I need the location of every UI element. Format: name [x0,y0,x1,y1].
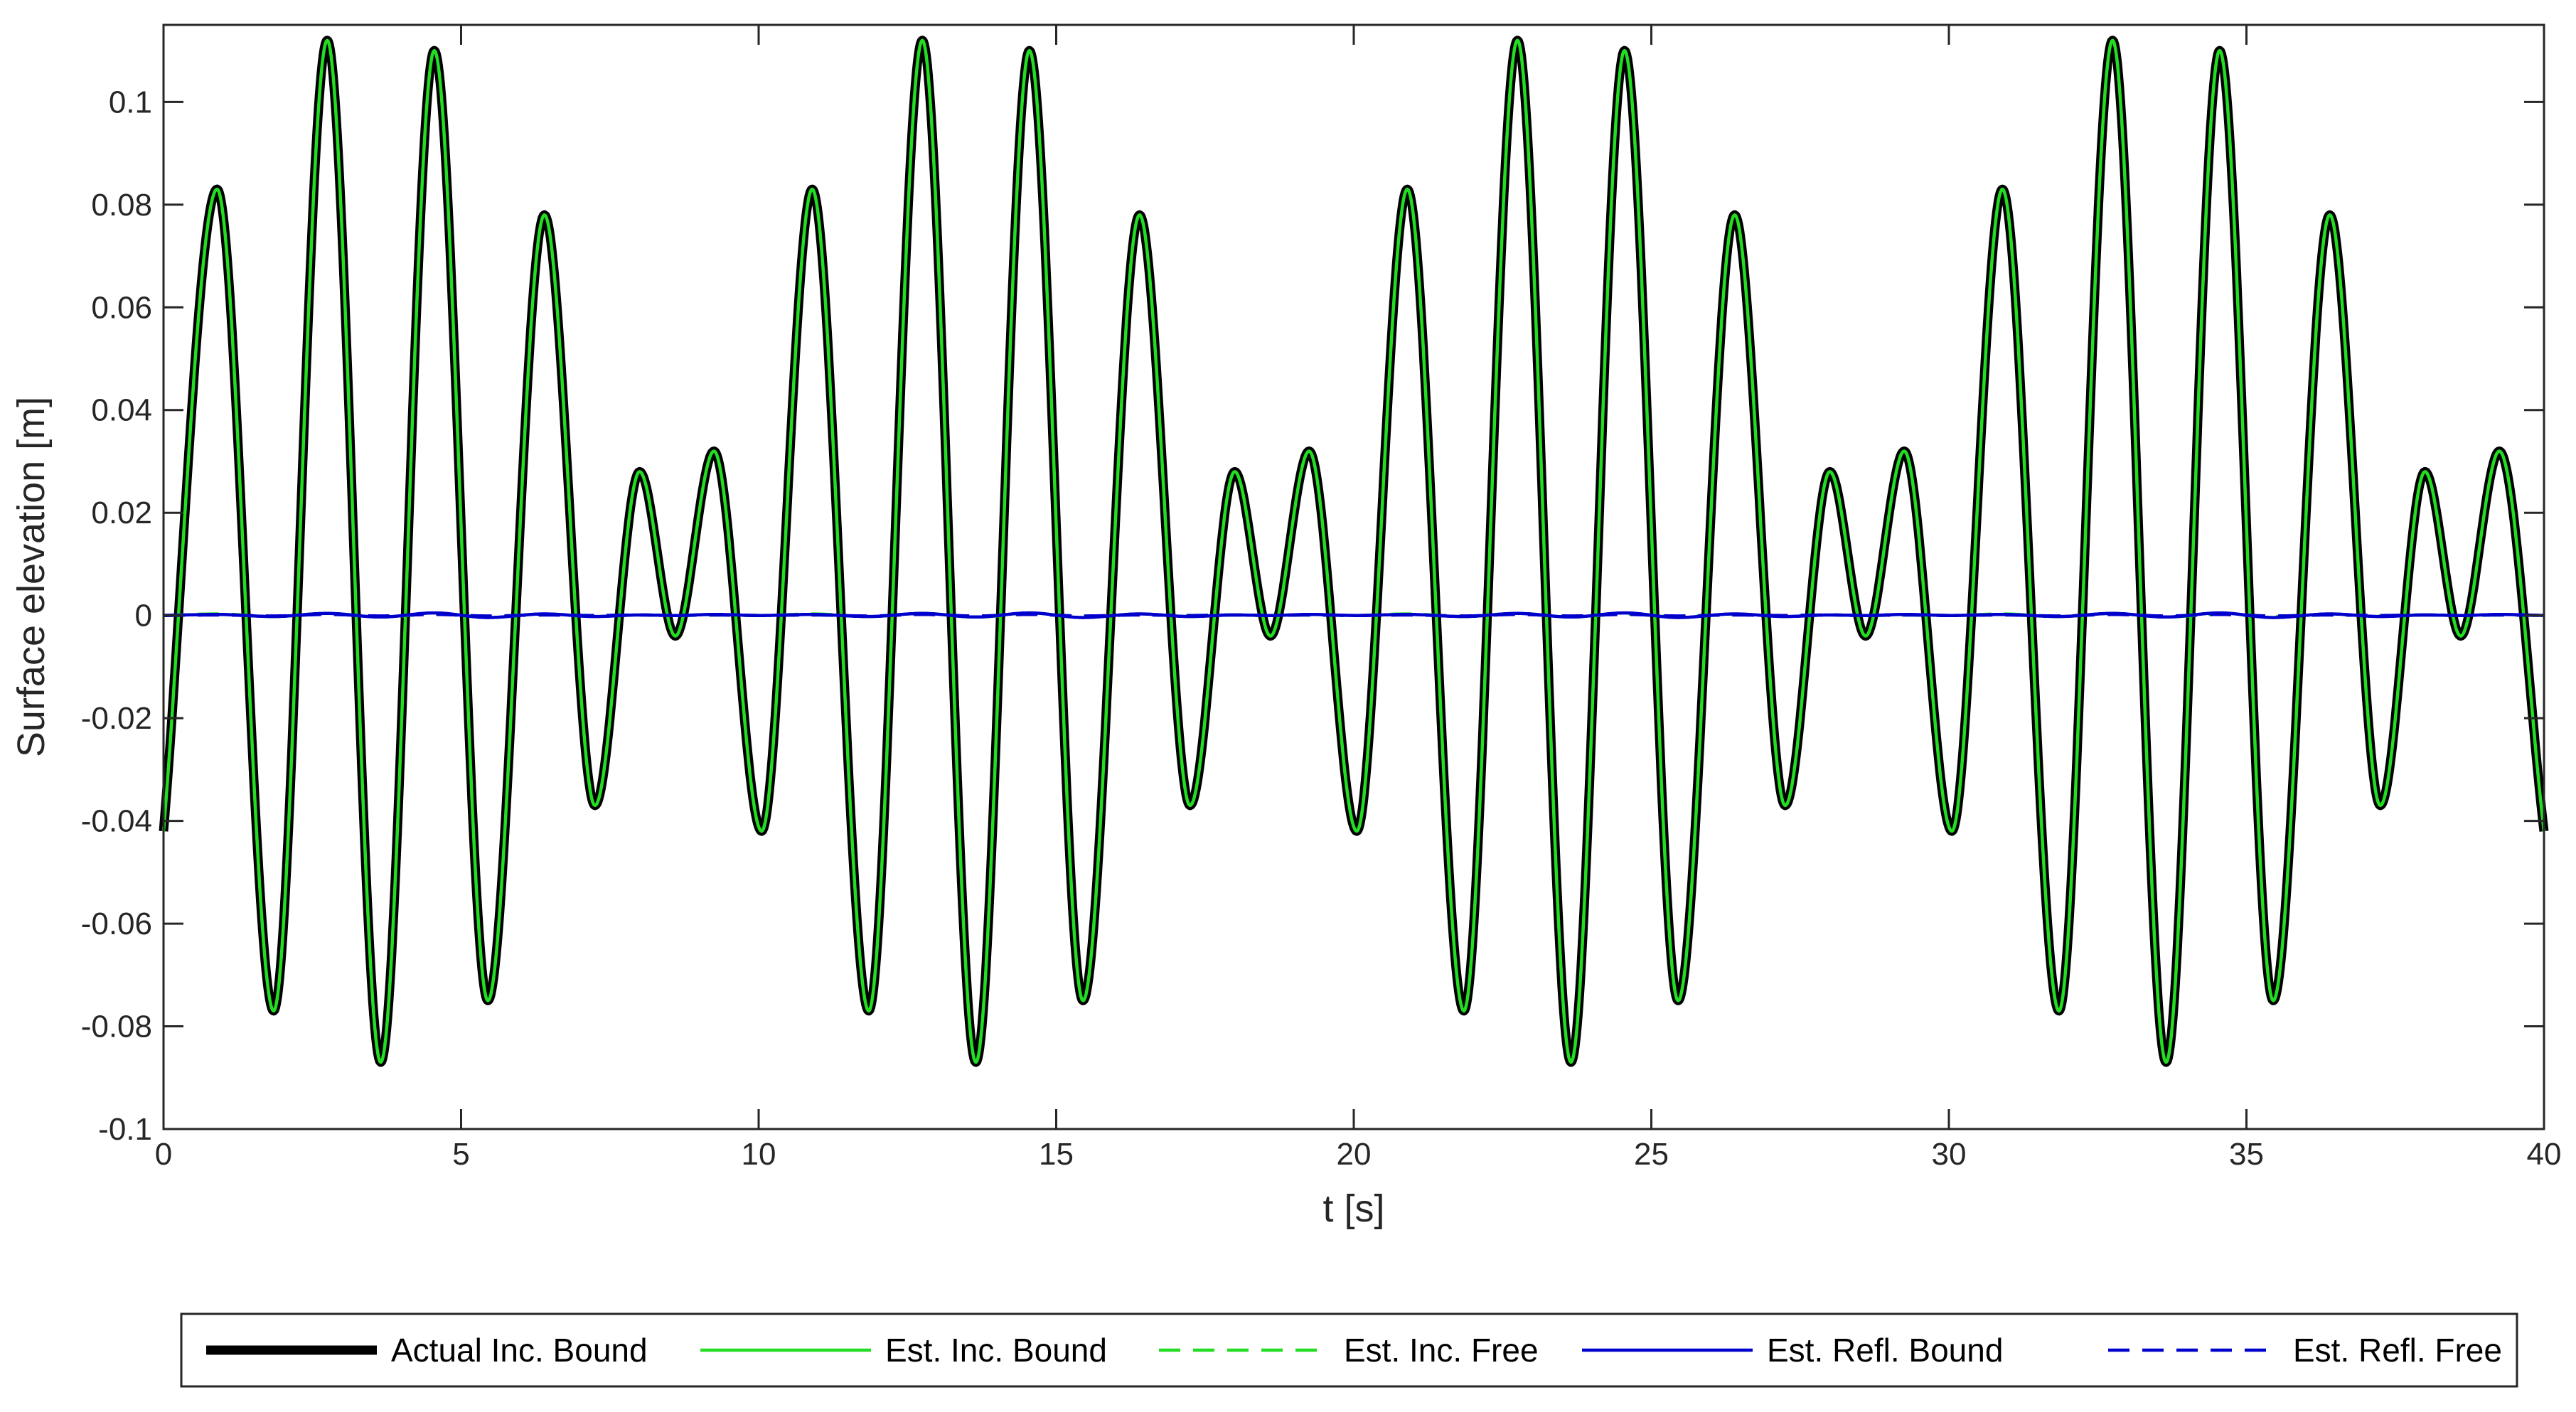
y-tick-label: 0.04 [91,393,152,428]
series-line-1 [161,38,2546,1064]
legend-label: Est. Inc. Bound [885,1332,1107,1369]
series-line-4 [163,612,2545,618]
y-tick-label: 0 [135,599,152,633]
x-axis-label: t [s] [1322,1187,1384,1230]
y-tick-label: 0.1 [109,85,152,119]
x-tick-label: 35 [2229,1137,2264,1172]
x-tick-label: 25 [1634,1137,1669,1172]
y-tick-label: -0.02 [81,701,152,736]
x-tick-label: 15 [1039,1137,1074,1172]
legend-label: Actual Inc. Bound [391,1332,648,1369]
y-tick-label: -0.08 [81,1010,152,1044]
y-tick-label: -0.04 [81,804,152,839]
x-tick-label: 40 [2527,1137,2562,1172]
x-tick-label: 10 [742,1137,776,1172]
y-tick-label: -0.1 [98,1112,152,1147]
y-tick-label: -0.06 [81,906,152,941]
x-tick-label: 30 [1932,1137,1967,1172]
y-axis-label: Surface elevation [m] [10,397,53,757]
legend-label: Est. Inc. Free [1344,1332,1539,1369]
legend-label: Est. Refl. Free [2293,1332,2502,1369]
y-tick-label: 0.02 [91,496,152,530]
x-tick-label: 20 [1337,1137,1372,1172]
y-tick-label: 0.06 [91,290,152,325]
y-tick-label: 0.08 [91,188,152,223]
x-tick-label: 5 [452,1137,469,1172]
x-tick-label: 0 [155,1137,172,1172]
legend-label: Est. Refl. Bound [1767,1332,2003,1369]
plot-area [164,25,2544,1129]
